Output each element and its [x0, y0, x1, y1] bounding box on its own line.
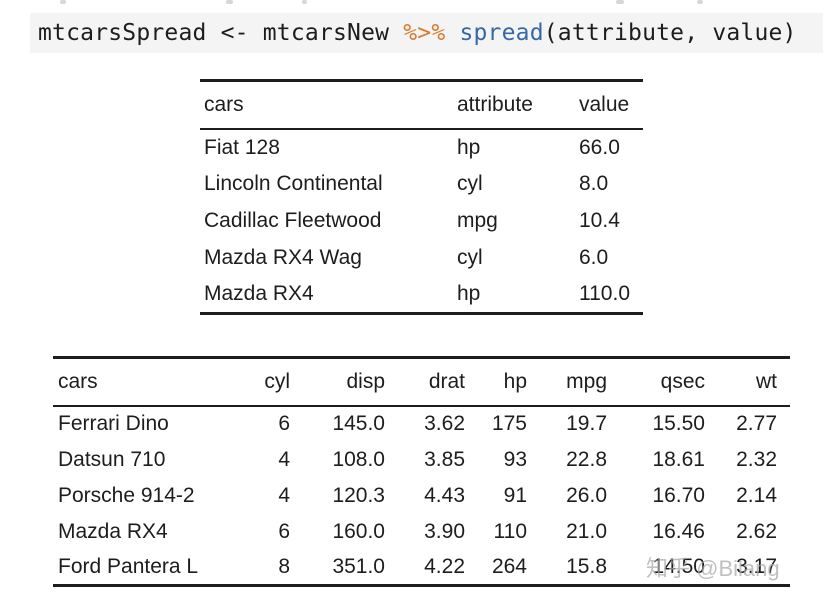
- col-header-cyl: cyl: [264, 369, 290, 393]
- table-row: Datsun 710 4 108.0 3.85 93 22.8 18.61 2.…: [53, 442, 790, 478]
- spread-function-name: spread: [459, 20, 544, 46]
- cell-value: 8.0: [579, 172, 609, 195]
- cell-wt: 2.14: [736, 483, 777, 507]
- cell-value: 66.0: [579, 135, 620, 159]
- code-block: mtcarsSpread <- mtcarsNew %>% spread (att…: [30, 13, 823, 53]
- cell-wt: 2.77: [736, 412, 777, 435]
- cell-mpg: 19.7: [566, 412, 607, 435]
- cell-value: 6.0: [579, 246, 609, 269]
- cell-drat: 3.85: [424, 447, 465, 471]
- cell-car-name: Ferrari Dino: [58, 412, 169, 435]
- col-header-disp: disp: [346, 369, 385, 393]
- cell-disp: 160.0: [332, 519, 385, 543]
- cell-attribute: hp: [457, 282, 481, 306]
- cell-disp: 120.3: [332, 483, 385, 507]
- cell-cyl: 6: [278, 412, 290, 435]
- col-header-attribute: attribute: [457, 92, 533, 116]
- table-row: Porsche 914-2 4 120.3 4.43 91 26.0 16.70…: [53, 478, 790, 514]
- cell-mpg: 22.8: [566, 447, 607, 471]
- cell-car-name: Mazda RX4 Wag: [204, 246, 362, 269]
- cropped-text-fragment: [226, 0, 233, 4]
- table-row: Ferrari Dino 6 145.0 3.62 175 19.7 15.50…: [53, 406, 790, 442]
- col-header-qsec: qsec: [660, 369, 705, 393]
- cell-attribute: mpg: [457, 209, 498, 232]
- cell-qsec: 14.50: [652, 554, 705, 578]
- cell-value: 10.4: [579, 209, 620, 232]
- col-header-cars: cars: [58, 369, 98, 393]
- table-row: Mazda RX4 hp 110.0: [200, 277, 643, 314]
- cell-drat: 3.90: [424, 519, 465, 543]
- cell-drat: 4.43: [424, 483, 465, 507]
- cell-qsec: 15.50: [652, 412, 705, 435]
- cell-hp: 91: [503, 483, 527, 507]
- cell-wt: 3.17: [736, 554, 777, 578]
- cell-hp: 264: [491, 554, 527, 578]
- cropped-text-fragment: [697, 0, 703, 4]
- cell-hp: 175: [491, 412, 527, 435]
- col-header-cars: cars: [204, 92, 244, 116]
- cell-disp: 108.0: [332, 447, 385, 471]
- table-row: Mazda RX4 Wag cyl 6.0: [200, 240, 643, 277]
- cell-car-name: Cadillac Fleetwood: [204, 209, 382, 232]
- col-header-hp: hp: [503, 369, 527, 393]
- table-header-row: cars cyl disp drat hp mpg qsec wt: [53, 358, 790, 406]
- code-text: (attribute, value): [543, 20, 797, 46]
- table-row: Mazda RX4 6 160.0 3.90 110 21.0 16.46 2.…: [53, 514, 790, 550]
- table-row: Lincoln Continental cyl 8.0: [200, 166, 643, 203]
- col-header-drat: drat: [428, 369, 465, 393]
- table-header-row: cars attribute value: [200, 81, 643, 129]
- cell-attribute: hp: [457, 135, 481, 159]
- cell-wt: 2.62: [736, 519, 777, 543]
- col-header-mpg: mpg: [566, 369, 607, 393]
- cell-mpg: 21.0: [566, 519, 607, 543]
- cell-car-name: Lincoln Continental: [204, 172, 383, 195]
- cell-qsec: 16.46: [652, 519, 705, 543]
- cell-qsec: 16.70: [652, 483, 705, 507]
- table-row: Fiat 128 hp 66.0: [200, 129, 643, 166]
- cell-cyl: 6: [278, 519, 290, 543]
- cell-disp: 351.0: [332, 554, 385, 578]
- cell-cyl: 4: [278, 483, 290, 507]
- pipe-operator: %>%: [403, 20, 446, 46]
- cell-attribute: cyl: [457, 172, 483, 195]
- cell-mpg: 26.0: [566, 483, 607, 507]
- table-row: Cadillac Fleetwood mpg 10.4: [200, 203, 643, 240]
- cell-attribute: cyl: [457, 246, 483, 269]
- cell-wt: 2.32: [736, 447, 777, 471]
- cell-cyl: 8: [278, 554, 290, 578]
- cell-car-name: Datsun 710: [58, 447, 166, 471]
- cell-car-name: Porsche 914-2: [58, 483, 195, 507]
- code-text: mtcarsSpread <- mtcarsNew: [38, 20, 404, 46]
- cell-hp: 110: [493, 519, 527, 543]
- table-row: Ford Pantera L 8 351.0 4.22 264 15.8 14.…: [53, 550, 790, 586]
- wide-format-table: cars cyl disp drat hp mpg qsec wt Ferrar…: [53, 356, 790, 587]
- cropped-text-fragment: [302, 0, 307, 4]
- cell-disp: 145.0: [332, 412, 385, 435]
- cell-hp: 93: [503, 447, 527, 471]
- cell-cyl: 4: [278, 447, 290, 471]
- cropped-text-fragment: [616, 0, 624, 4]
- cell-car-name: Fiat 128: [204, 135, 280, 159]
- cell-qsec: 18.61: [652, 447, 705, 471]
- code-text: [445, 20, 459, 46]
- cell-car-name: Mazda RX4: [58, 519, 168, 543]
- cell-drat: 3.62: [424, 412, 465, 435]
- cell-car-name: Ford Pantera L: [58, 554, 199, 578]
- cell-value: 110.0: [579, 282, 630, 306]
- long-format-table: cars attribute value Fiat 128 hp 66.0 Li…: [200, 79, 643, 315]
- cell-mpg: 15.8: [566, 554, 607, 578]
- col-header-value: value: [579, 92, 630, 116]
- col-header-wt: wt: [756, 369, 777, 393]
- cropped-text-fragment: [60, 0, 66, 4]
- cell-drat: 4.22: [424, 554, 465, 578]
- cell-car-name: Mazda RX4: [204, 282, 314, 306]
